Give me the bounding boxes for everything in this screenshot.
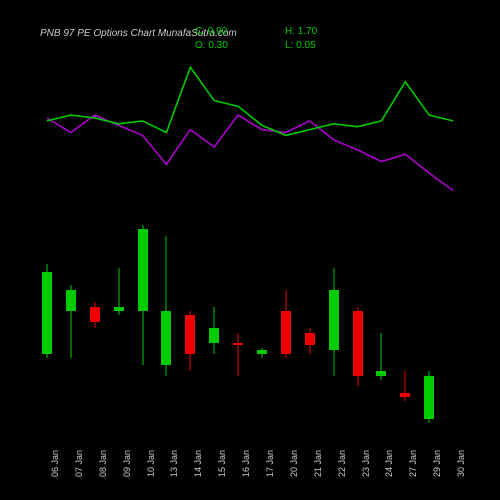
ohlc-open: O: 0.30 [195, 39, 228, 53]
candle-body [42, 272, 52, 354]
candle-body [376, 371, 386, 375]
ohlc-low: L: 0.05 [285, 39, 317, 53]
candle-body [209, 328, 219, 343]
candle-body [90, 307, 100, 322]
x-axis-label: 08 Jan [98, 450, 108, 477]
x-axis-label: 06 Jan [50, 450, 60, 477]
x-axis-label: 20 Jan [289, 450, 299, 477]
candle-body [329, 290, 339, 350]
series-line-2 [47, 115, 453, 190]
x-axis-label: 21 Jan [313, 450, 323, 477]
ohlc-block-2: H: 1.70 L: 0.05 [285, 25, 317, 53]
candle-body [305, 333, 315, 346]
candle-body [114, 307, 124, 311]
candlestick-panel [35, 225, 465, 440]
candle-body [353, 311, 363, 376]
x-axis-label: 29 Jan [432, 450, 442, 477]
x-axis-label: 13 Jan [169, 450, 179, 477]
ohlc-close: C: 0.90 [195, 25, 228, 39]
ohlc-block-1: C: 0.90 O: 0.30 [195, 25, 228, 53]
x-axis-label: 10 Jan [146, 450, 156, 477]
x-axis-label: 30 Jan [456, 450, 466, 477]
x-axis-label: 23 Jan [361, 450, 371, 477]
candle-body [233, 343, 243, 345]
series-line-1 [47, 67, 453, 135]
x-axis-label: 24 Jan [384, 450, 394, 477]
line-chart-panel [35, 60, 465, 205]
candle-body [66, 290, 76, 312]
candle-body [400, 393, 410, 397]
x-axis-label: 27 Jan [408, 450, 418, 477]
candle-body [257, 350, 267, 354]
candle-body [138, 229, 148, 311]
x-axis-label: 17 Jan [265, 450, 275, 477]
candle-body [281, 311, 291, 354]
x-axis: 06 Jan 07 Jan 08 Jan 09 Jan 10 Jan 13 Jan 14 J… [35, 445, 465, 485]
ohlc-high: H: 1.70 [285, 25, 317, 39]
x-axis-label: 07 Jan [74, 450, 84, 477]
x-axis-label: 16 Jan [241, 450, 251, 477]
line-svg [35, 60, 465, 205]
x-axis-label: 22 Jan [337, 450, 347, 477]
candle-wick [238, 333, 239, 376]
candle-body [424, 376, 434, 419]
candle-body [185, 315, 195, 354]
x-axis-label: 15 Jan [217, 450, 227, 477]
x-axis-label: 09 Jan [122, 450, 132, 477]
candle-body [161, 311, 171, 365]
x-axis-label: 14 Jan [193, 450, 203, 477]
